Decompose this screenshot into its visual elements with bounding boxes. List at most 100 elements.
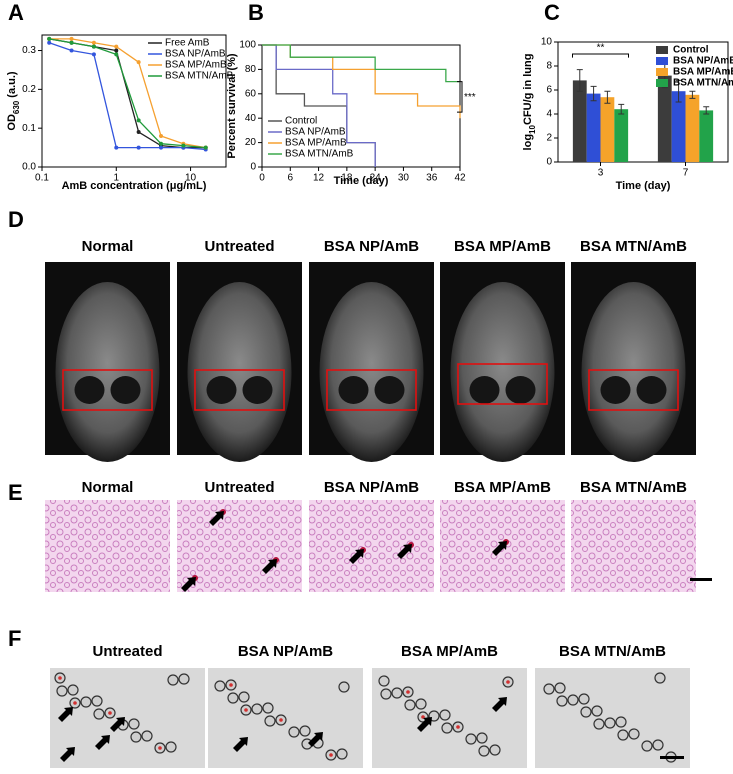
- cell: [262, 702, 274, 714]
- panel-label: Normal: [82, 238, 134, 255]
- image-panels: D Normal Untreated BSA NP/AmB BSA MP/AmB BSA …: [8, 207, 712, 768]
- arrow: [60, 747, 75, 762]
- cell: [615, 716, 627, 728]
- cell: [441, 722, 453, 734]
- histology-image: [45, 500, 170, 592]
- roi-box: [326, 369, 417, 411]
- arrow: [233, 737, 248, 752]
- roi-box: [588, 369, 679, 411]
- y-tick-label: 80: [245, 64, 257, 75]
- cell: [415, 698, 427, 710]
- data-point: [159, 133, 164, 138]
- arrow: [181, 577, 196, 592]
- panel-label: BSA MP/AmB: [454, 479, 551, 496]
- cell: [378, 675, 390, 687]
- cell: [478, 745, 490, 757]
- cell: [380, 688, 392, 700]
- cell: [238, 691, 250, 703]
- panel-label: BSA MP/AmB: [454, 238, 551, 255]
- bar: [614, 109, 629, 162]
- mouse-body: [55, 282, 160, 462]
- y-axis-label: Percent survival (%): [226, 53, 238, 158]
- survival-curve: [262, 44, 376, 167]
- cell: [556, 695, 568, 707]
- cell: [128, 718, 140, 730]
- legend-swatch: [656, 57, 668, 65]
- histology-image: [309, 500, 434, 592]
- y-tick-label: 0.1: [22, 123, 36, 134]
- cell: [580, 706, 592, 718]
- panel-label: BSA NP/AmB: [324, 238, 419, 255]
- arrow: [58, 707, 73, 722]
- mouse-body: [581, 282, 686, 462]
- y-tick-label: 4: [546, 109, 552, 120]
- series-line: [49, 38, 206, 149]
- x-tick-label: 7: [683, 168, 689, 179]
- cell: [56, 685, 68, 697]
- lung: [505, 376, 536, 404]
- cell: [130, 731, 142, 743]
- panel-letter: E: [8, 480, 23, 505]
- y-tick-label: 6: [546, 85, 552, 96]
- roi-box: [62, 369, 153, 411]
- cell: [476, 732, 488, 744]
- legend-label: Control: [285, 116, 317, 127]
- stain: [329, 753, 333, 757]
- cell: [617, 729, 629, 741]
- mouse-body: [450, 282, 555, 462]
- scale-bar: [690, 578, 712, 581]
- data-point: [91, 52, 96, 57]
- legend-swatch: [656, 68, 668, 76]
- panel-label: BSA MP/AmB: [401, 643, 498, 660]
- y-axis-label: log10CFU/g in lung: [522, 54, 537, 151]
- significance-bracket: [457, 81, 463, 113]
- data-point: [159, 141, 164, 146]
- cell: [543, 683, 555, 695]
- bar: [572, 80, 587, 162]
- histology-image: [571, 500, 696, 592]
- legend-label: Control: [673, 45, 709, 56]
- bar: [657, 75, 672, 162]
- arrow: [95, 735, 110, 750]
- error-bar: [703, 106, 710, 115]
- data-point: [159, 145, 164, 150]
- error-bar: [590, 85, 597, 102]
- lung: [636, 376, 667, 404]
- cell: [593, 718, 605, 730]
- panel-letter: B: [248, 0, 264, 25]
- cell: [141, 730, 153, 742]
- legend-label: BSA MTN/AmB: [285, 149, 354, 160]
- arrow: [110, 717, 125, 732]
- x-tick-label: 36: [426, 173, 438, 184]
- cell: [604, 717, 616, 729]
- y-tick-label: 8: [546, 61, 552, 72]
- bar: [600, 97, 615, 162]
- legend-label: BSA NP/AmB: [673, 56, 733, 67]
- x-tick-label: 42: [454, 173, 466, 184]
- cell: [641, 740, 653, 752]
- stain: [73, 701, 77, 705]
- panel-label: Normal: [82, 479, 134, 496]
- cell: [554, 682, 566, 694]
- stain: [279, 718, 283, 722]
- cell: [264, 715, 276, 727]
- legend-swatch: [656, 79, 668, 87]
- error-bar: [689, 90, 696, 99]
- data-point: [114, 52, 119, 57]
- cell: [299, 725, 311, 737]
- legend-label: BSA NP/AmB: [285, 127, 346, 138]
- cell: [336, 748, 348, 760]
- panel-letter: A: [8, 0, 24, 25]
- arrow: [397, 544, 412, 559]
- data-point: [136, 118, 141, 123]
- y-tick-label: 20: [245, 137, 257, 148]
- legend-label: BSA MTN/AmB: [673, 78, 733, 89]
- x-tick-label: 6: [288, 173, 294, 184]
- plot-frame: [557, 41, 729, 163]
- cell: [391, 687, 403, 699]
- legend-label: BSA MTN/AmB: [165, 71, 234, 82]
- cell: [214, 680, 226, 692]
- stain: [108, 711, 112, 715]
- panel-label: Untreated: [204, 479, 274, 496]
